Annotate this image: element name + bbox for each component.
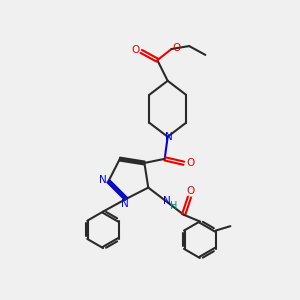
Text: H: H: [169, 201, 177, 211]
Text: O: O: [187, 186, 195, 196]
Text: N: N: [99, 175, 107, 185]
Text: N: N: [165, 132, 173, 142]
Text: O: O: [186, 158, 194, 168]
Text: O: O: [131, 45, 140, 55]
Text: N: N: [121, 199, 128, 209]
Text: O: O: [173, 43, 181, 52]
Text: N: N: [163, 196, 171, 206]
